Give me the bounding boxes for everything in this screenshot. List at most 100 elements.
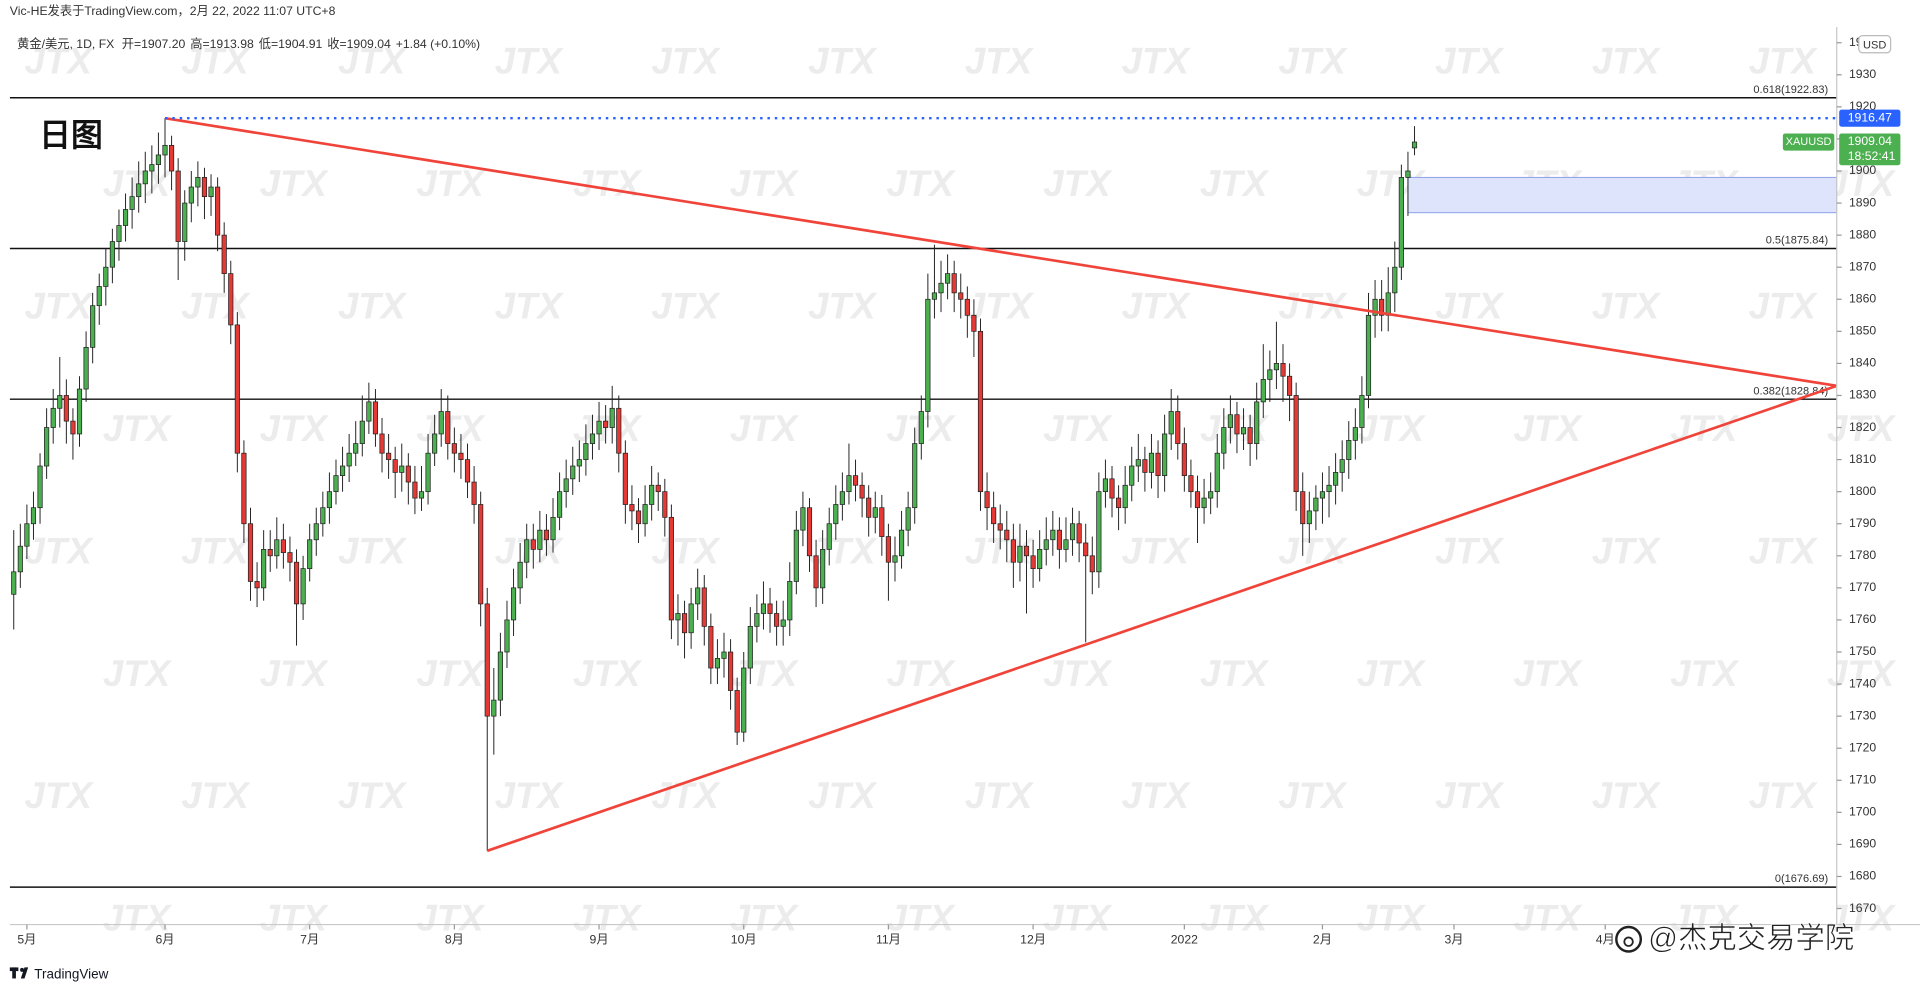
candle-body (741, 667, 747, 733)
candle-body (1188, 475, 1194, 493)
candle-body (484, 603, 490, 717)
watermark: JTX (1592, 41, 1662, 82)
y-tick-label: 1900 (1849, 163, 1876, 177)
x-tick-label: 6月 (155, 933, 174, 947)
candle-body (839, 491, 845, 505)
y-tick-label: 1750 (1849, 644, 1876, 658)
watermark: JTX (103, 408, 173, 449)
watermark: JTX (573, 653, 643, 694)
candle-body (1293, 395, 1299, 493)
y-tick-label: 1800 (1849, 484, 1876, 498)
watermark: JTX (24, 775, 94, 816)
candle-body (491, 699, 497, 717)
chart-title: 日图 (39, 117, 103, 153)
candle-body (136, 183, 142, 198)
candle-body (635, 510, 642, 525)
candle-body (524, 539, 530, 563)
candle-body (721, 651, 727, 659)
candle-body (806, 507, 813, 557)
candle-body (241, 452, 247, 525)
candle-body (681, 613, 688, 634)
candle-body (859, 484, 865, 499)
candle-body (754, 613, 760, 627)
candle-body (550, 516, 556, 541)
watermark: JTX (965, 41, 1035, 82)
symbol-tag-label: XAUUSD (1786, 136, 1832, 148)
watermark: JTX (887, 163, 957, 204)
watermark: JTX (887, 653, 957, 694)
candle-body (517, 561, 523, 589)
candle-body (1175, 411, 1181, 444)
x-tick-label: 3月 (1444, 933, 1463, 947)
candle-body (445, 411, 451, 444)
candle-body (898, 529, 905, 557)
candle-body (734, 690, 740, 733)
y-tick-label: 1700 (1849, 805, 1876, 819)
watermark: JTX (651, 285, 721, 326)
watermark: JTX (1749, 285, 1819, 326)
candle-body (372, 401, 379, 435)
candle-body (83, 347, 89, 390)
candle-body (280, 539, 286, 553)
symbol-tag (1782, 133, 1835, 151)
candle-body (1109, 478, 1115, 499)
watermark: JTX (1513, 898, 1583, 939)
candle-body (813, 555, 819, 589)
candle-body (767, 603, 773, 614)
y-tick-label: 1770 (1849, 580, 1876, 594)
watermark: JTX (808, 285, 878, 326)
candle-body (346, 452, 352, 467)
candle-body (872, 507, 878, 518)
y-tick-label: 1690 (1849, 837, 1876, 851)
candle-body (576, 459, 582, 467)
candle-body (1405, 170, 1411, 178)
candle-body (918, 411, 924, 444)
x-tick-label: 11月 (876, 933, 901, 947)
candle-body (530, 539, 536, 550)
candle-body (129, 196, 135, 210)
candle-body (418, 491, 425, 499)
x-tick-label: 4月 (1596, 933, 1615, 947)
candle-body (63, 395, 69, 422)
candle-body (971, 314, 977, 332)
y-tick-label: 1850 (1849, 324, 1876, 338)
y-tick-label: 1840 (1849, 356, 1876, 370)
watermark: JTX (1278, 775, 1348, 816)
candle-body (504, 619, 510, 653)
footer-logo-icon (9, 967, 29, 979)
candle-body (938, 282, 944, 294)
candle-body (1379, 298, 1385, 316)
candle-body (905, 507, 911, 531)
candle-body (1339, 459, 1345, 473)
y-tick-label: 1790 (1849, 516, 1876, 530)
watermark: JTX (260, 898, 330, 939)
y-tick-label: 1810 (1849, 452, 1876, 466)
y-tick-label: 1760 (1849, 612, 1876, 626)
candle-body (1004, 529, 1010, 541)
candle-body (1102, 478, 1109, 493)
candle-body (116, 225, 122, 242)
y-tick-label: 1930 (1849, 67, 1876, 81)
candle-body (1300, 491, 1306, 525)
candle-body (774, 613, 780, 627)
candle-body (234, 324, 240, 454)
watermark: JTX (1357, 898, 1427, 939)
candle-body (37, 465, 43, 509)
candle-body (622, 452, 628, 505)
candle-body (655, 484, 661, 493)
candle-body (201, 177, 208, 198)
candle-body (984, 491, 990, 509)
candle-body (1365, 314, 1372, 396)
watermark: JTX (1670, 408, 1740, 449)
candle-body (1240, 427, 1247, 435)
candle-body (1089, 555, 1095, 573)
resistance-tag (1839, 109, 1901, 127)
x-tick-label: 9月 (590, 933, 609, 947)
watermark: JTX (1122, 530, 1192, 571)
fib-label: 0.382(1828.84) (1753, 385, 1828, 397)
watermark: JTX (1200, 653, 1270, 694)
candle-body (267, 549, 273, 557)
candle-body (760, 603, 767, 614)
fib-label: 0(1676.69) (1775, 873, 1828, 885)
